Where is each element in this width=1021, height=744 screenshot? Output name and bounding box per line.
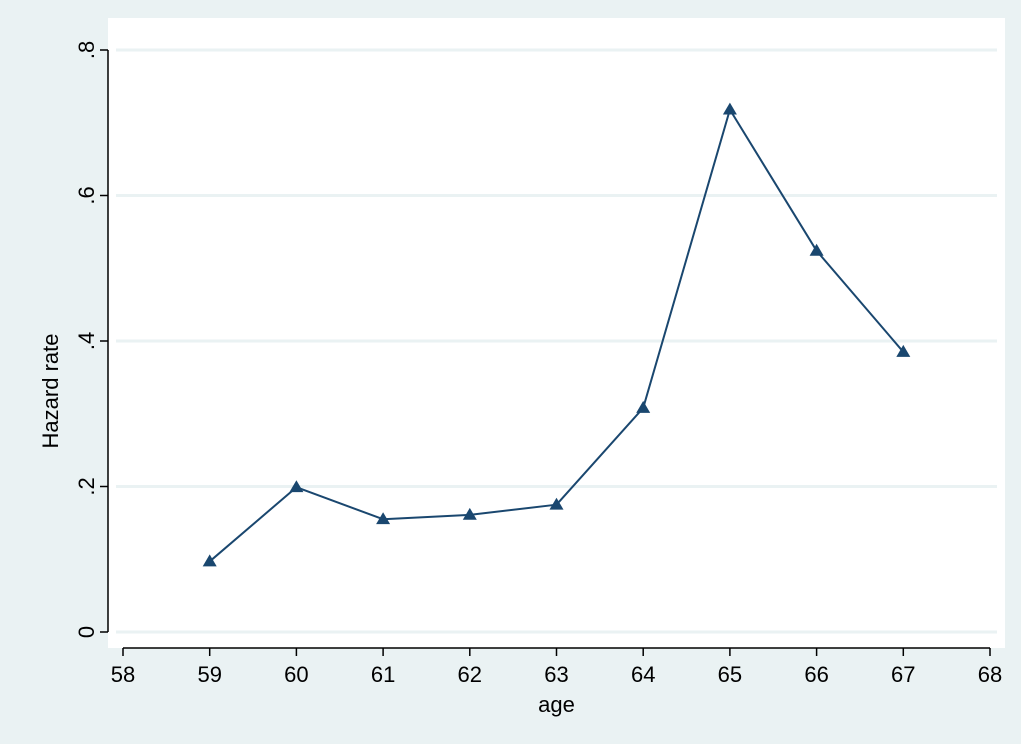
data-point-marker <box>896 344 911 357</box>
data-point-marker <box>809 243 824 256</box>
x-axis-title: age <box>538 692 575 717</box>
x-tick-label: 65 <box>718 662 742 687</box>
data-point-marker <box>722 102 737 115</box>
y-tick-label: .6 <box>74 186 99 204</box>
data-point-marker <box>549 497 564 510</box>
x-tick-label: 60 <box>284 662 308 687</box>
data-point-marker <box>462 507 477 520</box>
data-point-marker <box>202 554 217 567</box>
data-point-marker <box>636 400 651 413</box>
x-tick-label: 61 <box>371 662 395 687</box>
x-tick-label: 58 <box>111 662 135 687</box>
x-tick-label: 64 <box>631 662 655 687</box>
data-point-marker <box>376 512 391 525</box>
series-layer <box>202 102 911 567</box>
y-axis-title: Hazard rate <box>38 334 63 449</box>
x-tick-label: 67 <box>891 662 915 687</box>
x-tick-label: 68 <box>978 662 1002 687</box>
plot-area <box>108 18 1005 648</box>
y-tick-label: .8 <box>74 41 99 59</box>
y-tick-label: 0 <box>74 626 99 638</box>
x-tick-label: 62 <box>458 662 482 687</box>
axes: 58 59 60 61 62 63 64 65 66 67 68 0 .2 .4 .6 .8 <box>74 41 1002 687</box>
gridlines <box>116 48 997 634</box>
y-tick-label: .4 <box>74 332 99 350</box>
y-tick-label: .2 <box>74 477 99 495</box>
x-tick-label: 66 <box>804 662 828 687</box>
data-point-marker <box>289 480 304 493</box>
x-tick-label: 59 <box>197 662 221 687</box>
x-tick-label: 63 <box>544 662 568 687</box>
